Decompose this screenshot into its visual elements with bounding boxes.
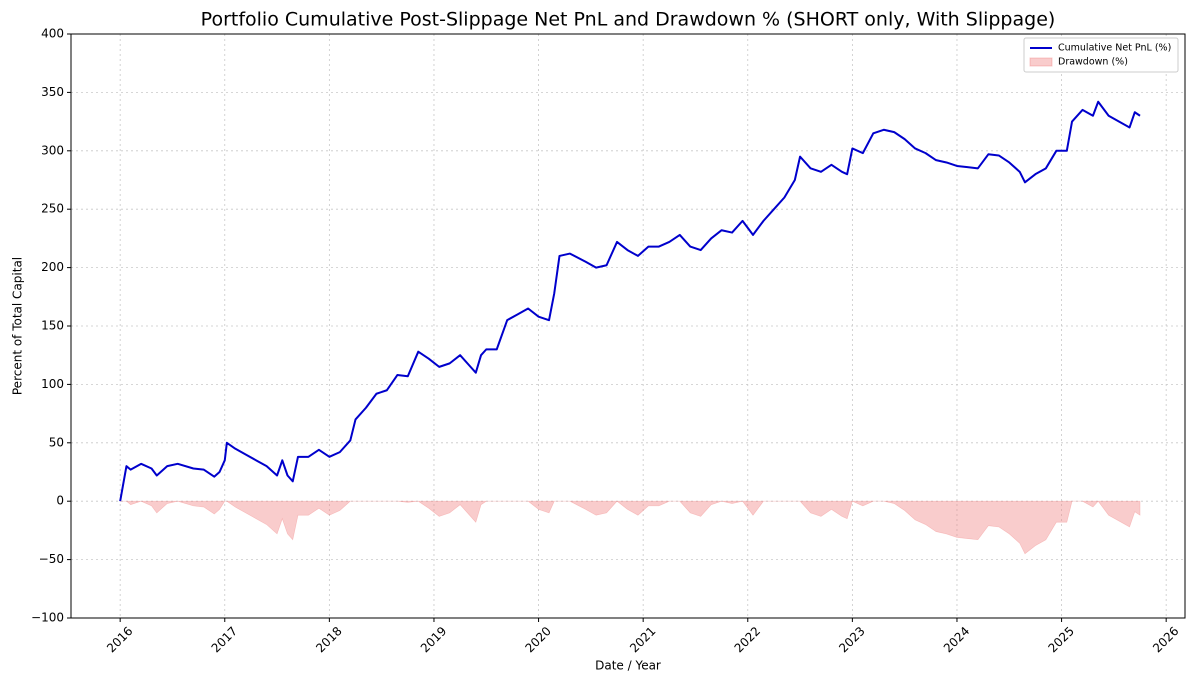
y-tick-label: 50 [49, 435, 64, 449]
y-tick-label: 100 [41, 377, 64, 391]
plot-layer: −100 −50 0 50 100 150 200 250 300 350 400 2016 2017 2… [31, 27, 1186, 655]
y-tick-label: 150 [41, 319, 64, 333]
y-tick-label: 250 [41, 202, 64, 216]
y-tick-label: 300 [41, 143, 64, 157]
x-tick-label: 2023 [836, 624, 867, 655]
legend-swatch [1029, 57, 1053, 67]
x-tick-label: 2018 [313, 624, 344, 655]
chart-title: Portfolio Cumulative Post-Slippage Net P… [201, 9, 1056, 31]
legend-label: Drawdown (%) [1058, 57, 1128, 68]
drawdown-area [120, 500, 1141, 555]
x-tick-label: 2016 [104, 624, 135, 655]
y-tick-label: 200 [41, 260, 64, 274]
x-tick-label: 2020 [522, 624, 553, 655]
y-axis-label: Percent of Total Capital [11, 257, 25, 395]
x-tick-label: 2021 [627, 624, 658, 655]
x-tick-label: 2026 [1150, 624, 1181, 655]
y-tick-label: −50 [39, 552, 64, 566]
legend-box [1023, 37, 1179, 73]
x-axis-label: Date / Year [595, 659, 661, 673]
x-tick-label: 2017 [209, 624, 240, 655]
plot-frame [70, 33, 1186, 619]
x-tick-label: 2025 [1045, 624, 1076, 655]
legend: Cumulative Net PnL (%) Drawdown (%) [1023, 37, 1179, 73]
x-tick-label: 2022 [732, 624, 763, 655]
y-tick-label: −100 [31, 611, 64, 625]
x-tick-label: 2024 [941, 624, 972, 655]
pnl-line [119, 100, 1141, 502]
y-tick-label: 400 [41, 27, 64, 41]
legend-label: Cumulative Net PnL (%) [1058, 43, 1171, 54]
x-tick-label: 2019 [418, 624, 449, 655]
y-tick-label: 0 [56, 494, 64, 508]
y-tick-label: 350 [41, 85, 64, 99]
